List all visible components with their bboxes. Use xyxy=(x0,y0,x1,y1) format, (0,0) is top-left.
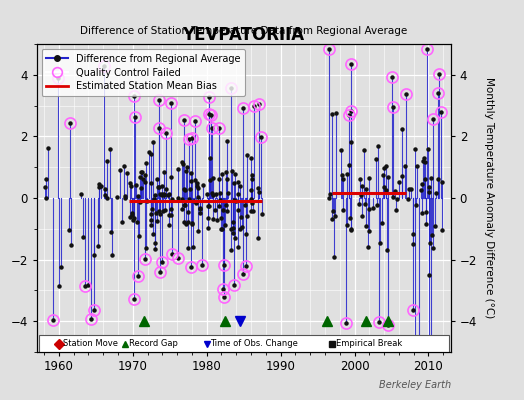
Text: Time of Obs. Change: Time of Obs. Change xyxy=(211,339,298,348)
Text: Berkeley Earth: Berkeley Earth xyxy=(378,380,451,390)
Text: Difference of Station Temperature Data from Regional Average: Difference of Station Temperature Data f… xyxy=(80,26,407,36)
Text: Empirical Break: Empirical Break xyxy=(336,339,402,348)
Legend: Difference from Regional Average, Quality Control Failed, Estimated Station Mean: Difference from Regional Average, Qualit… xyxy=(41,49,245,96)
Y-axis label: Monthly Temperature Anomaly Difference (°C): Monthly Temperature Anomaly Difference (… xyxy=(484,77,494,319)
Bar xyxy=(39,335,449,352)
Title: YEVPATORIIA: YEVPATORIIA xyxy=(182,26,305,44)
Text: Station Move: Station Move xyxy=(62,339,117,348)
Text: Record Gap: Record Gap xyxy=(129,339,178,348)
